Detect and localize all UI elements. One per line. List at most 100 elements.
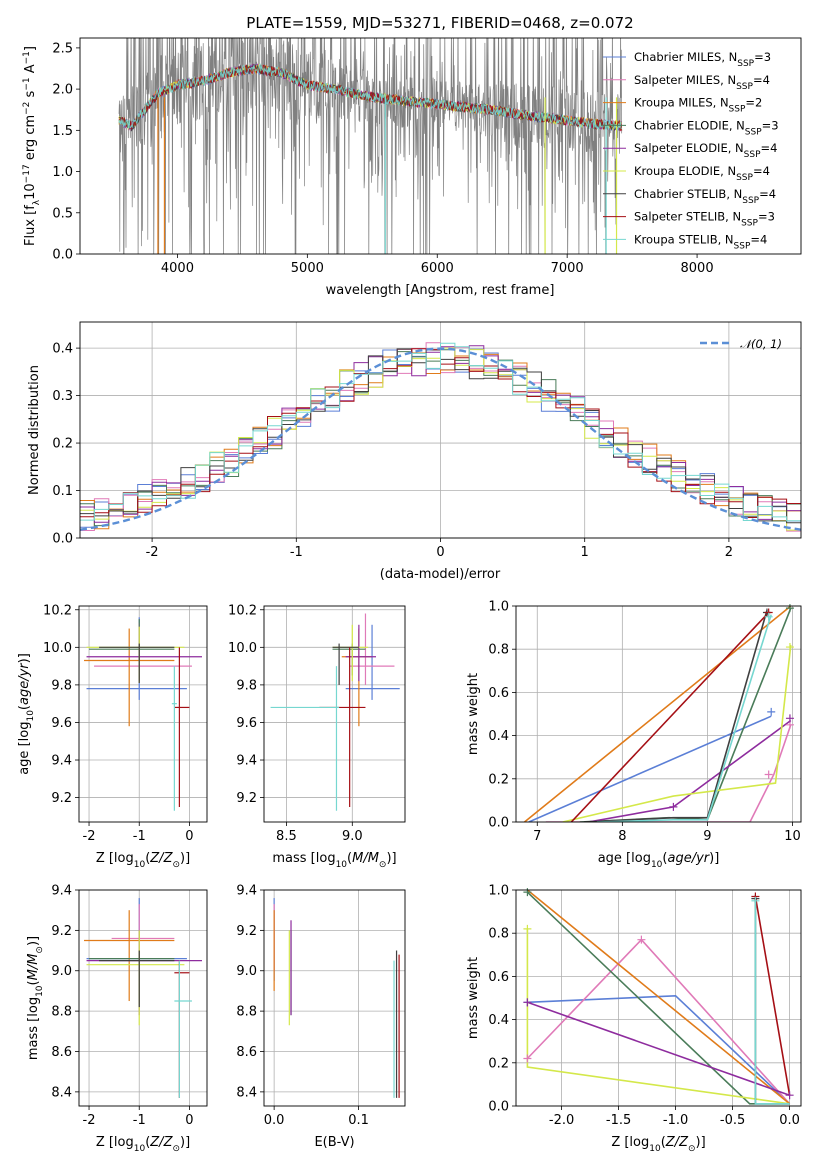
cumulative_mass_weight_z-marker xyxy=(523,888,532,897)
mass_vs_z-ytick-label: 9.2 xyxy=(51,924,72,939)
cumulative_mass_weight_age-ytick-label: 0.4 xyxy=(488,729,509,744)
age_vs_z-xtick-label: -1 xyxy=(133,829,146,844)
cumulative_mass_weight_age-ytick-label: 0.0 xyxy=(488,816,509,831)
spectrum-model-line xyxy=(118,62,622,131)
mass_vs_ebv-axes: 0.0 0.1 8.4 8.6 8.8 9.0 9.2 9.4 E(B-V) xyxy=(236,884,406,1150)
cumulative_mass_weight_age-xtick-label: 10 xyxy=(784,829,801,844)
age_vs_mass-axes: 8.5 9.0 9.2 9.4 9.6 9.8 10.0 10.2 mass [log10(M/… xyxy=(228,603,406,870)
spectrum-data-line xyxy=(118,38,623,254)
spectrum-ytick-label: 2.5 xyxy=(52,41,73,56)
residuals-ytick-label: 0.2 xyxy=(52,437,73,452)
mass_vs_z-xtick-label: -1 xyxy=(133,1113,146,1128)
age_vs_mass-ytick-label: 10.2 xyxy=(228,603,257,618)
cumulative_mass_weight_z-series-line xyxy=(754,896,791,1096)
cumulative_mass_weight_age-marker xyxy=(764,770,773,779)
mass_vs_z-ylabel: mass [log10(M/M⊙)] xyxy=(26,936,45,1060)
age_vs_mass-xtick-label: 8.5 xyxy=(276,829,297,844)
legend-label: Chabrier STELIB, NSSP=4 xyxy=(634,187,776,206)
spectrum-plot-area xyxy=(118,38,623,254)
age_vs_z-ytick-label: 9.6 xyxy=(51,716,72,731)
cumulative_mass_weight_age-ytick-label: 1.0 xyxy=(488,600,509,615)
cumulative_mass_weight_z-plot-area xyxy=(526,890,791,1105)
cumulative_mass_weight_age-marker xyxy=(785,643,794,652)
mass_vs_ebv-ytick-label: 9.2 xyxy=(236,924,257,939)
age_vs_mass-ytick-label: 9.8 xyxy=(236,678,257,693)
age_vs_z-ytick-label: 9.2 xyxy=(51,791,72,806)
age_vs_z-xtick-label: 0 xyxy=(185,829,193,844)
cumulative_mass_weight_z-xtick-label: -0.5 xyxy=(720,1113,745,1128)
cumulative_mass_weight_age-marker xyxy=(767,707,776,716)
residuals-xtick-label: -1 xyxy=(290,545,303,560)
cumulative_mass_weight_age-marker xyxy=(785,604,794,613)
cumulative_mass_weight_z-ytick-label: 0.6 xyxy=(488,970,509,985)
cumulative_mass_weight_age-plot-area xyxy=(523,606,792,822)
mass_vs_ebv-ytick-label: 9.4 xyxy=(236,884,257,899)
mass_vs_z-xlabel: Z [log10(Z/Z⊙)] xyxy=(96,1135,190,1154)
mass_vs_z-xtick-label: 0 xyxy=(185,1113,193,1128)
residuals-legend-label: 𝒩(0, 1) xyxy=(740,337,782,351)
cumulative_mass_weight_z-xlabel: Z [log10(Z/Z⊙)] xyxy=(611,1135,705,1154)
spectrum-ytick-label: 0.5 xyxy=(52,206,73,221)
cumulative_mass_weight_z-ytick-label: 1.0 xyxy=(488,884,509,899)
cumulative_mass_weight_z-series-line xyxy=(527,1001,790,1096)
residuals-frame xyxy=(79,321,802,539)
cumulative_mass_weight_z-xtick-label: -2.0 xyxy=(549,1113,574,1128)
cumulative_mass_weight_age-series-line xyxy=(584,610,768,822)
mass_vs_z-ytick-label: 8.8 xyxy=(51,1005,72,1020)
cumulative_mass_weight_age-series-line xyxy=(570,611,770,822)
residuals-xlabel: (data-model)/error xyxy=(380,567,501,582)
cumulative_mass_weight_z-marker xyxy=(523,924,532,933)
age_vs_z-ylabel: age [log10(age/yr)] xyxy=(17,653,36,775)
cumulative_mass_weight_age-xtick-label: 9 xyxy=(703,829,711,844)
residuals-axes: -2 -1 0 1 2 0.0 0.1 0.2 0.3 0.4 𝒩(0, 1) (data-model… xyxy=(27,321,802,582)
age_vs_z-frame xyxy=(78,605,208,823)
cumulative_mass_weight_z-ylabel: mass weight xyxy=(466,957,481,1039)
spectrum-frame xyxy=(79,37,802,255)
cumulative_mass_weight_z-marker xyxy=(523,998,532,1007)
mass_vs_z-ytick-label: 8.4 xyxy=(51,1085,72,1100)
mass_vs_ebv-xlabel: E(B-V) xyxy=(314,1135,354,1150)
cumulative_mass_weight_age-marker xyxy=(785,714,794,723)
legend-label: Chabrier MILES, NSSP=3 xyxy=(634,50,771,69)
spectrum-ylabel: Flux [fλ10−17 erg cm−2 s−1 A−1] xyxy=(22,46,42,246)
mass_vs_z-xtick-label: -2 xyxy=(83,1113,96,1128)
age_vs_z-plot-area xyxy=(84,617,202,811)
residuals-ytick-label: 0.0 xyxy=(52,532,73,547)
age_vs_mass-xtick-label: 9.0 xyxy=(342,829,363,844)
cumulative_mass_weight_age-series-line xyxy=(523,606,792,822)
cumulative_mass_weight_age-series-line xyxy=(562,644,792,822)
cumulative_mass_weight_z-xtick-label: -1.5 xyxy=(606,1113,631,1128)
age_vs_z-ytick-label: 9.4 xyxy=(51,754,72,769)
cumulative_mass_weight_age-marker xyxy=(764,612,773,621)
age_vs_z-xlabel: Z [log10(Z/Z⊙)] xyxy=(96,851,190,870)
cumulative_mass_weight_z-ytick-label: 0.2 xyxy=(488,1056,509,1071)
spectrum-xtick-label: 4000 xyxy=(161,261,194,276)
cumulative_mass_weight_z-marker xyxy=(785,1091,794,1100)
spectrum-ytick-label: 2.0 xyxy=(52,83,73,98)
cumulative_mass_weight_z-xtick-label: 0.0 xyxy=(779,1113,800,1128)
mass_vs_z-axes: -2 -1 0 8.4 8.6 8.8 9.0 9.2 9.4 Z [log10(Z/Z⊙)] ma… xyxy=(26,884,208,1154)
cumulative_mass_weight_age-axes: 7 8 9 10 0.0 0.2 0.4 0.6 0.8 1.0 age [log10(age/yr… xyxy=(466,600,802,870)
cumulative_mass_weight_age-xlabel: age [log10(age/yr)] xyxy=(598,851,720,870)
legend-label: Salpeter MILES, NSSP=4 xyxy=(634,73,770,92)
mass_vs_ebv-xtick-label: 0.0 xyxy=(264,1113,285,1128)
cumulative_mass_weight_z-series-line xyxy=(526,928,790,1105)
age_vs_z-xtick-label: -2 xyxy=(83,829,96,844)
legend-label: Salpeter STELIB, NSSP=3 xyxy=(634,210,775,229)
residuals-xtick-label: 0 xyxy=(436,545,444,560)
cumulative_mass_weight_z-series-line xyxy=(754,900,790,1105)
cumulative_mass_weight_age-ytick-label: 0.2 xyxy=(488,772,509,787)
spectrum-xtick-label: 5000 xyxy=(291,261,324,276)
age_vs_mass-ytick-label: 10.0 xyxy=(228,641,257,656)
residuals-ytick-label: 0.1 xyxy=(52,484,73,499)
age_vs_z-axes: -2 -1 0 9.2 9.4 9.6 9.8 10.0 10.2 Z [log10(Z/Z⊙)]… xyxy=(17,603,208,870)
spectrum-xtick-label: 6000 xyxy=(421,261,454,276)
cumulative_mass_weight_age-ytick-label: 0.6 xyxy=(488,686,509,701)
spectrum-legend: Chabrier MILES, NSSP=3 Salpeter MILES, NS… xyxy=(603,50,779,251)
cumulative_mass_weight_z-ytick-label: 0.4 xyxy=(488,1013,509,1028)
cumulative_mass_weight_z-ytick-label: 0.8 xyxy=(488,927,509,942)
mass_vs_ebv-ytick-label: 8.8 xyxy=(236,1005,257,1020)
residuals-xtick-label: 1 xyxy=(581,545,589,560)
mass_vs_ebv-ytick-label: 8.6 xyxy=(236,1045,257,1060)
